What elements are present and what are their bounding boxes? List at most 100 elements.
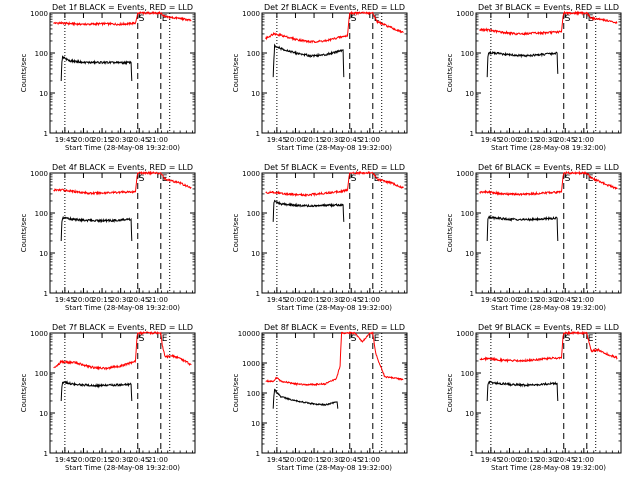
x-tick-label: 20:45 xyxy=(555,296,575,304)
x-tick-label: 20:45 xyxy=(341,296,361,304)
y-tick-label: 100 xyxy=(35,210,48,218)
time-marker-label: E xyxy=(588,334,594,344)
x-tick-label: 20:00 xyxy=(499,456,519,464)
y-tick-label: 100 xyxy=(461,210,474,218)
panel-title: Det 5f BLACK = Events, RED = LLD xyxy=(264,163,405,172)
time-marker-label: E xyxy=(162,14,168,24)
plot-frame xyxy=(261,172,408,294)
panel-det-7: Det 7f BLACK = Events, RED = LLD 1 10 100 10… xyxy=(20,323,196,472)
x-tick-label: 21:00 xyxy=(148,296,168,304)
x-tick-label: 20:00 xyxy=(73,136,93,144)
panel-det-4: Det 4f BLACK = Events, RED = LLD 1 10 100 10… xyxy=(20,163,196,312)
series-events-line xyxy=(272,388,339,409)
series-events-line xyxy=(486,380,559,402)
x-tick-label: 20:45 xyxy=(129,136,149,144)
y-tick-label: 1 xyxy=(256,130,260,138)
panel-title: Det 6f BLACK = Events, RED = LLD xyxy=(478,163,619,172)
x-tick-label: 21:00 xyxy=(574,456,594,464)
time-marker-label: E xyxy=(374,14,380,24)
y-tick-label: 10 xyxy=(39,250,48,258)
y-tick-label: 1000 xyxy=(242,10,260,18)
y-tick-label: 100 xyxy=(461,50,474,58)
x-tick-label: 21:00 xyxy=(360,136,380,144)
x-tick-label: 21:00 xyxy=(574,296,594,304)
y-tick-label: 1000 xyxy=(30,10,48,18)
panel-det-2: Det 2f BLACK = Events, RED = LLD 1 10 100 10… xyxy=(232,3,408,152)
x-axis-label: Start Time (28-May-08 19:32:00) xyxy=(65,464,180,472)
series-lld-line xyxy=(265,170,404,197)
plot-frame xyxy=(475,172,622,294)
series-events-line xyxy=(60,215,133,242)
x-tick-label: 20:00 xyxy=(285,296,305,304)
x-axis-label: Start Time (28-May-08 19:32:00) xyxy=(277,304,392,312)
y-axis-label: Counts/sec xyxy=(446,374,454,413)
y-axis-label: Counts/sec xyxy=(232,54,240,93)
x-tick-label: 20:00 xyxy=(285,136,305,144)
y-tick-label: 1 xyxy=(44,290,48,298)
plot-frame xyxy=(49,12,196,134)
y-axis-label: Counts/sec xyxy=(446,54,454,93)
x-tick-label: 20:45 xyxy=(341,136,361,144)
y-tick-label: 10000 xyxy=(238,330,260,338)
series-events-line xyxy=(60,380,133,402)
time-marker-label: S xyxy=(565,334,571,344)
plot-frame xyxy=(261,332,408,454)
y-tick-label: 10 xyxy=(465,410,474,418)
time-marker-label: E xyxy=(162,334,168,344)
x-tick-label: 20:15 xyxy=(92,296,112,304)
y-tick-label: 1 xyxy=(256,450,260,458)
x-tick-label: 21:00 xyxy=(148,456,168,464)
x-tick-label: 21:00 xyxy=(148,136,168,144)
panel-det-6: Det 6f BLACK = Events, RED = LLD 1 10 100 10… xyxy=(446,163,622,312)
x-tick-label: 20:15 xyxy=(518,296,538,304)
y-tick-label: 1000 xyxy=(456,170,474,178)
x-axis-label: Start Time (28-May-08 19:32:00) xyxy=(491,144,606,152)
time-marker-label: S xyxy=(351,334,357,344)
y-tick-label: 100 xyxy=(35,370,48,378)
y-axis-label: Counts/sec xyxy=(20,214,28,253)
y-tick-label: 10 xyxy=(465,90,474,98)
y-tick-label: 10 xyxy=(251,420,260,428)
panel-title: Det 3f BLACK = Events, RED = LLD xyxy=(478,3,619,12)
panel-title: Det 7f BLACK = Events, RED = LLD xyxy=(52,323,193,332)
x-tick-label: 19:45 xyxy=(267,456,287,464)
series-lld-line xyxy=(479,330,618,364)
x-tick-label: 19:45 xyxy=(55,456,75,464)
time-marker-label: S xyxy=(139,174,145,184)
x-tick-label: 20:30 xyxy=(537,296,557,304)
series-lld-line xyxy=(265,330,404,387)
y-tick-label: 1000 xyxy=(242,170,260,178)
panel-det-1: Det 1f BLACK = Events, RED = LLD 1 10 100 10… xyxy=(20,3,196,152)
plot-frame xyxy=(475,332,622,454)
y-tick-label: 1000 xyxy=(242,360,260,368)
x-tick-label: 20:15 xyxy=(304,456,324,464)
x-tick-label: 20:30 xyxy=(537,456,557,464)
series-events-line xyxy=(272,199,345,222)
x-tick-label: 21:00 xyxy=(360,296,380,304)
y-axis-label: Counts/sec xyxy=(232,214,240,253)
x-axis-label: Start Time (28-May-08 19:32:00) xyxy=(491,304,606,312)
x-tick-label: 20:45 xyxy=(129,456,149,464)
time-marker-label: S xyxy=(139,14,145,24)
x-tick-label: 20:45 xyxy=(129,296,149,304)
x-tick-label: 20:00 xyxy=(499,136,519,144)
y-tick-label: 100 xyxy=(247,390,260,398)
panel-det-8: Det 8f BLACK = Events, RED = LLD 1 10 100 10… xyxy=(232,323,408,472)
series-lld-line xyxy=(479,170,618,197)
series-lld-line xyxy=(479,10,618,37)
y-tick-label: 1 xyxy=(44,130,48,138)
x-tick-label: 19:45 xyxy=(481,136,501,144)
y-tick-label: 1000 xyxy=(456,10,474,18)
y-axis-label: Counts/sec xyxy=(20,54,28,93)
x-tick-label: 20:15 xyxy=(518,456,538,464)
x-tick-label: 21:00 xyxy=(360,456,380,464)
series-lld-line xyxy=(265,10,404,44)
x-tick-label: 20:30 xyxy=(111,456,131,464)
panel-title: Det 9f BLACK = Events, RED = LLD xyxy=(478,323,619,332)
x-tick-label: 20:00 xyxy=(73,296,93,304)
x-tick-label: 20:45 xyxy=(555,136,575,144)
panel-title: Det 1f BLACK = Events, RED = LLD xyxy=(52,3,193,12)
plot-frame xyxy=(49,172,196,294)
time-marker-label: S xyxy=(565,14,571,24)
